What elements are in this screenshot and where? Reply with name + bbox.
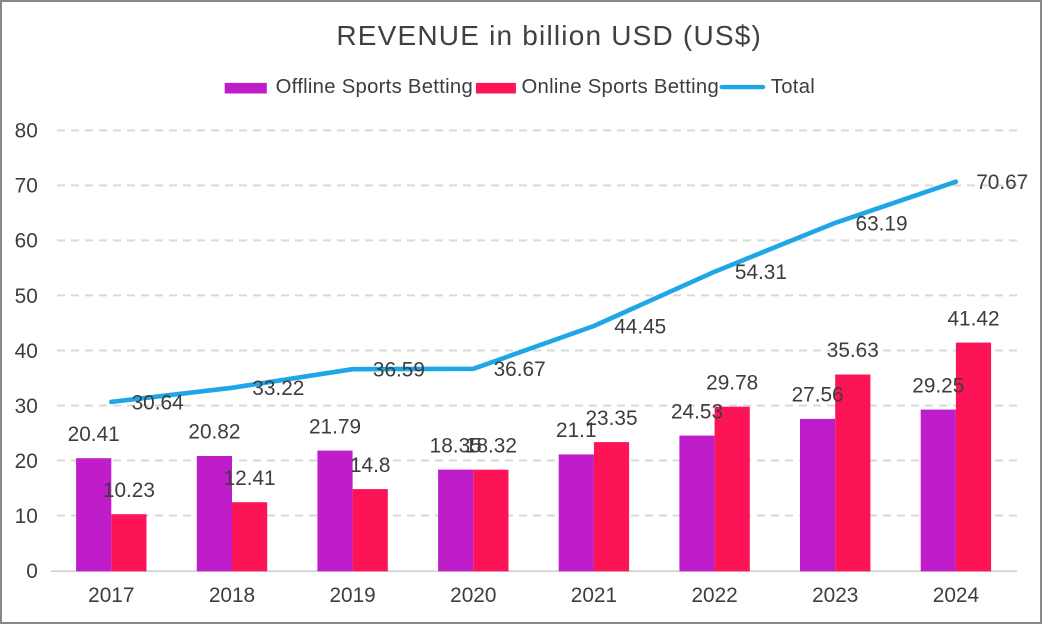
svg-text:20: 20 [15, 450, 38, 473]
svg-text:80: 80 [15, 120, 38, 143]
svg-text:2023: 2023 [812, 584, 858, 607]
svg-text:41.42: 41.42 [947, 307, 999, 330]
svg-text:36.67: 36.67 [494, 358, 546, 381]
svg-text:30: 30 [15, 395, 38, 418]
svg-text:Online Sports Betting: Online Sports Betting [522, 76, 720, 98]
svg-text:33.22: 33.22 [252, 377, 304, 400]
svg-text:70: 70 [15, 175, 38, 198]
svg-text:10.23: 10.23 [103, 479, 155, 502]
svg-text:14.8: 14.8 [350, 454, 390, 477]
svg-text:Total: Total [771, 76, 815, 98]
svg-text:18.32: 18.32 [465, 434, 517, 457]
svg-text:2017: 2017 [88, 584, 134, 607]
svg-text:44.45: 44.45 [614, 315, 666, 338]
svg-text:REVENUE in billion USD (US$): REVENUE in billion USD (US$) [336, 20, 762, 51]
svg-text:30.64: 30.64 [132, 391, 184, 414]
svg-text:10: 10 [15, 505, 38, 528]
svg-text:20.41: 20.41 [68, 423, 120, 446]
svg-text:24.53: 24.53 [671, 400, 723, 423]
svg-text:2020: 2020 [450, 584, 496, 607]
svg-text:18.35: 18.35 [430, 434, 482, 457]
svg-text:36.59: 36.59 [373, 359, 425, 382]
svg-text:29.25: 29.25 [912, 374, 964, 397]
svg-text:Offline Sports Betting: Offline Sports Betting [276, 76, 473, 98]
svg-text:40: 40 [15, 340, 38, 363]
svg-text:12.41: 12.41 [224, 467, 276, 490]
svg-text:21.79: 21.79 [309, 415, 361, 438]
svg-text:2019: 2019 [329, 584, 375, 607]
svg-text:2021: 2021 [571, 584, 617, 607]
svg-text:27.56: 27.56 [792, 384, 844, 407]
svg-text:54.31: 54.31 [735, 261, 787, 284]
svg-text:2022: 2022 [691, 584, 737, 607]
svg-text:29.78: 29.78 [706, 371, 758, 394]
svg-text:21.1: 21.1 [556, 419, 596, 442]
svg-text:0: 0 [26, 560, 38, 583]
svg-text:23.35: 23.35 [585, 407, 637, 430]
svg-text:35.63: 35.63 [827, 339, 879, 362]
svg-text:2024: 2024 [933, 584, 979, 607]
svg-text:2018: 2018 [209, 584, 255, 607]
svg-text:60: 60 [15, 230, 38, 253]
svg-text:20.82: 20.82 [188, 421, 240, 444]
svg-text:50: 50 [15, 285, 38, 308]
svg-text:70.67: 70.67 [976, 171, 1028, 194]
svg-text:63.19: 63.19 [856, 212, 908, 235]
